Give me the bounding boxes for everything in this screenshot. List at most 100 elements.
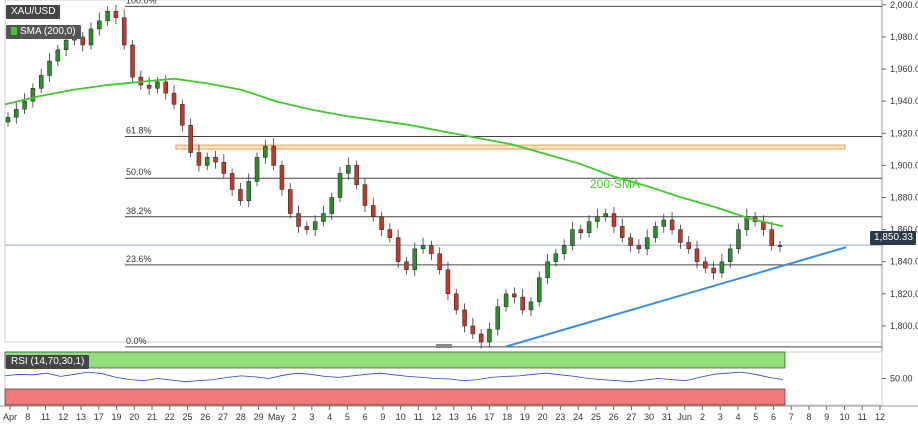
rsi-y-tick-label: 50.00 [890,374,913,384]
x-tick-label: 27 [218,412,228,422]
x-tick-label: 9 [380,412,385,422]
x-tick-label: 13 [76,412,86,422]
candle-body [296,213,301,227]
candle-body [404,261,409,270]
x-tick-label: 18 [502,412,512,422]
x-tick-label: 5 [753,412,758,422]
candle-body [47,60,52,76]
candle-body [213,157,218,163]
candle-body [487,328,492,343]
candle-body [454,293,459,311]
x-tick-label: 8 [25,412,30,422]
fib-level-label: 38.2% [126,206,152,216]
x-tick-label: Apr [3,412,17,422]
candle-body [620,226,625,238]
sma-annotation: 200-SMA [590,177,641,191]
x-tick-label: 3 [309,412,314,422]
fib-level-label: 23.6% [126,254,152,264]
y-tick-label: 1,880.00 [890,192,918,202]
x-tick-label: 13 [449,412,459,422]
x-tick-label: 17 [484,412,494,422]
candle-body [678,229,683,243]
x-tick-label: 25 [183,412,193,422]
candle-body [711,267,716,274]
support-trendline [504,246,847,348]
x-tick-label: 11 [41,412,50,422]
candle-body [561,245,567,254]
x-tick-label: 4 [327,412,332,422]
candle-body [146,84,152,89]
candle-body [528,301,534,311]
y-tick-label: 2,000.00 [890,0,918,10]
x-tick-label: 4 [735,412,740,422]
x-tick-label: 5 [345,412,350,422]
candle-body [628,237,633,246]
candle-body [229,173,235,190]
candle-body [578,229,584,234]
x-tick-label: 31 [662,412,672,422]
candle-body [88,28,94,46]
price-panel-frame [4,0,883,343]
y-tick-label: 1,820.00 [890,289,918,299]
x-tick-label: 16 [467,412,477,422]
sma-swatch [11,27,17,36]
y-tick-label: 1,920.00 [890,128,918,138]
x-tick-label: 10 [839,412,849,422]
x-tick-label: 25 [591,412,601,422]
sma-legend-tag: SMA (200,0) [6,25,81,39]
candle-body [196,152,202,166]
candle-body [437,253,442,270]
y-tick-label: 1,900.00 [890,160,918,170]
x-tick-label: 19 [112,412,122,422]
candle-body [163,81,168,94]
candle-body [22,100,27,110]
candle-body [346,165,351,174]
candle-body [287,189,293,214]
candle-body [379,216,384,230]
x-tick-label: 6 [771,412,776,422]
price-tag: 1,850.33 [870,231,916,245]
candle-body [653,226,658,238]
candle-body [395,237,401,262]
candle-body [769,229,774,246]
candle-body [304,226,310,230]
x-tick-label: 9 [824,412,829,422]
candle-body [246,181,251,201]
x-tick-label: 12 [875,412,885,422]
fib-level-label: 50.0% [126,167,152,177]
candle-body [686,242,691,250]
y-tick-label: 1,980.00 [890,32,918,42]
candle-body [221,161,227,174]
y-tick-label: 1,960.00 [890,64,918,74]
x-tick-label: 30 [644,412,654,422]
candle-body [97,20,102,30]
candle-body [254,157,260,182]
panel-resize-handle [436,344,452,348]
candle-body [412,248,418,270]
x-tick-label: 27 [626,412,636,422]
candle-body [603,213,608,218]
x-tick-label: 23 [555,412,565,422]
candle-body [553,253,559,262]
rsi-oversold-band [4,388,786,406]
x-tick-label: Jun [677,412,692,422]
candle-body [586,221,592,234]
x-tick-label: 10 [396,412,406,422]
candle-body [204,157,210,166]
candle-body [470,325,476,335]
x-tick-label: 22 [165,412,175,422]
candle-body [5,116,11,123]
x-tick-label: 8 [806,412,811,422]
candle-body [495,306,501,330]
candle-body [512,293,517,298]
candle-body [570,229,575,246]
candle-body [669,219,675,230]
x-tick-label: 26 [609,412,619,422]
candle-body [736,229,741,250]
candle-body [537,277,542,303]
candle-body [155,81,160,89]
candle-body [263,145,268,158]
candle-body [171,92,177,105]
candle-body [321,213,326,222]
candle-body [445,269,451,295]
